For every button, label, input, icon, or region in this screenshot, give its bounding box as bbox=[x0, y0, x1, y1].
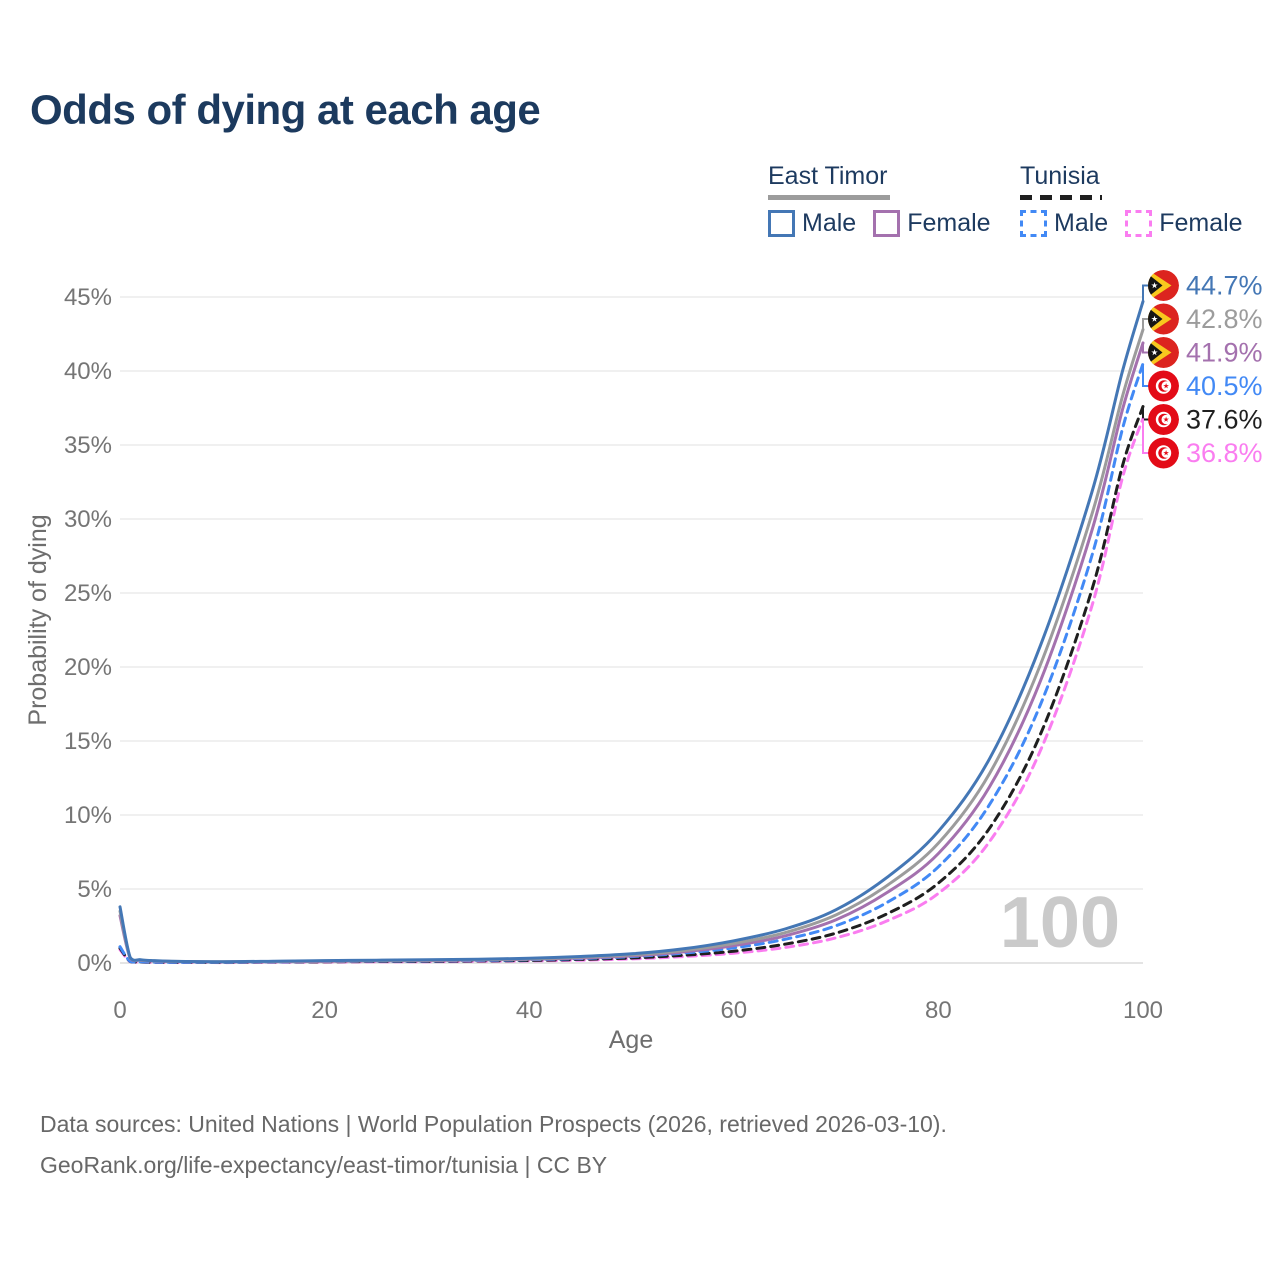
series-line-tunisia-male bbox=[118, 362, 1145, 964]
y-tick-45: 45% bbox=[64, 284, 112, 311]
end-label-value-tunisia-male: 40.5% bbox=[1186, 371, 1263, 401]
legend-label-east-timor-female: Female bbox=[907, 209, 991, 237]
series-lines bbox=[118, 299, 1145, 965]
y-axis-title: Probability of dying bbox=[24, 514, 52, 725]
end-label-connector bbox=[1142, 418, 1149, 454]
end-label-value-east-timor-male: 44.7% bbox=[1186, 271, 1263, 301]
east-timor-flag-icon bbox=[1148, 304, 1179, 335]
y-tick-40: 40% bbox=[64, 358, 112, 385]
legend-label-tunisia-female: Female bbox=[1159, 209, 1243, 237]
end-label-value-east-timor-female: 41.9% bbox=[1186, 338, 1263, 368]
page-title: Odds of dying at each age bbox=[30, 86, 541, 133]
series-end-labels: 44.7%42.8% 41.9%40.5% 37.6%36.8% bbox=[1142, 270, 1263, 469]
legend-swatch-east-timor-female bbox=[873, 210, 901, 237]
legend-line-sample-east-timor bbox=[768, 195, 890, 200]
legend-swatch-east-timor-male bbox=[768, 210, 795, 237]
end-label-connector bbox=[1142, 342, 1149, 354]
x-tick-80: 80 bbox=[925, 997, 952, 1024]
y-tick-35: 35% bbox=[64, 432, 112, 459]
series-line-tunisia-female bbox=[118, 416, 1145, 965]
y-tick-5: 5% bbox=[77, 876, 112, 903]
legend-row-tunisia: Male Female bbox=[1020, 209, 1260, 238]
watermark-age-100: 100 bbox=[1000, 883, 1120, 963]
legend-header-tunisia: Tunisia bbox=[1020, 162, 1100, 190]
series-line-east-timor-male bbox=[118, 299, 1145, 964]
x-tick-0: 0 bbox=[113, 997, 126, 1024]
legend-label-east-timor-male: Male bbox=[802, 209, 857, 237]
legend-group-east-timor: East Timor Male Female bbox=[768, 162, 1008, 238]
y-tick-15: 15% bbox=[64, 728, 112, 755]
footer-attribution-line: GeoRank.org/life-expectancy/east-timor/t… bbox=[40, 1152, 608, 1178]
tunisia-flag-icon bbox=[1148, 438, 1179, 469]
legend-swatch-tunisia-female bbox=[1125, 210, 1153, 237]
x-tick-100: 100 bbox=[1123, 997, 1163, 1024]
x-tick-60: 60 bbox=[720, 997, 747, 1024]
series-line-tunisia-both-sexes bbox=[118, 405, 1145, 965]
east-timor-flag-icon bbox=[1148, 337, 1179, 368]
legend-line-sample-tunisia bbox=[1020, 195, 1102, 200]
data-sources-footer: Data sources: United Nations | World Pop… bbox=[40, 1104, 947, 1186]
y-tick-0: 0% bbox=[77, 950, 112, 977]
tunisia-flag-icon bbox=[1148, 404, 1179, 435]
y-axis-tick-labels: 0% 5% 10% 15% 20% 25% 30% 35% 40% 45% bbox=[64, 284, 112, 977]
y-tick-10: 10% bbox=[64, 802, 112, 829]
end-label-value-tunisia-both-sexes: 37.6% bbox=[1186, 405, 1263, 435]
series-line-east-timor-female bbox=[118, 341, 1145, 964]
end-label-connector bbox=[1142, 363, 1149, 387]
legend-row-east-timor: Male Female bbox=[768, 209, 1008, 238]
legend-header-east-timor: East Timor bbox=[768, 162, 888, 190]
series-line-east-timor-both-sexes bbox=[118, 328, 1145, 964]
tunisia-flag-icon bbox=[1148, 371, 1179, 402]
y-tick-25: 25% bbox=[64, 580, 112, 607]
footer-sources-line: Data sources: United Nations | World Pop… bbox=[40, 1111, 947, 1137]
x-axis-title: Age bbox=[609, 1026, 653, 1054]
end-label-value-east-timor-both-sexes: 42.8% bbox=[1186, 304, 1263, 334]
end-label-connector bbox=[1142, 318, 1149, 330]
end-label-connector bbox=[1142, 284, 1149, 302]
end-label-connector bbox=[1142, 406, 1149, 421]
y-tick-20: 20% bbox=[64, 654, 112, 681]
legend-group-tunisia: Tunisia Male Female bbox=[1020, 162, 1260, 238]
east-timor-flag-icon bbox=[1148, 270, 1179, 301]
legend-swatch-tunisia-male bbox=[1020, 210, 1047, 237]
y-tick-30: 30% bbox=[64, 506, 112, 533]
legend-label-tunisia-male: Male bbox=[1054, 209, 1109, 237]
x-axis-tick-labels: 0 20 40 60 80 100 bbox=[113, 997, 1163, 1024]
end-label-value-tunisia-female: 36.8% bbox=[1186, 438, 1263, 468]
gridlines bbox=[120, 296, 1143, 964]
x-tick-20: 20 bbox=[311, 997, 338, 1024]
x-tick-40: 40 bbox=[516, 997, 543, 1024]
